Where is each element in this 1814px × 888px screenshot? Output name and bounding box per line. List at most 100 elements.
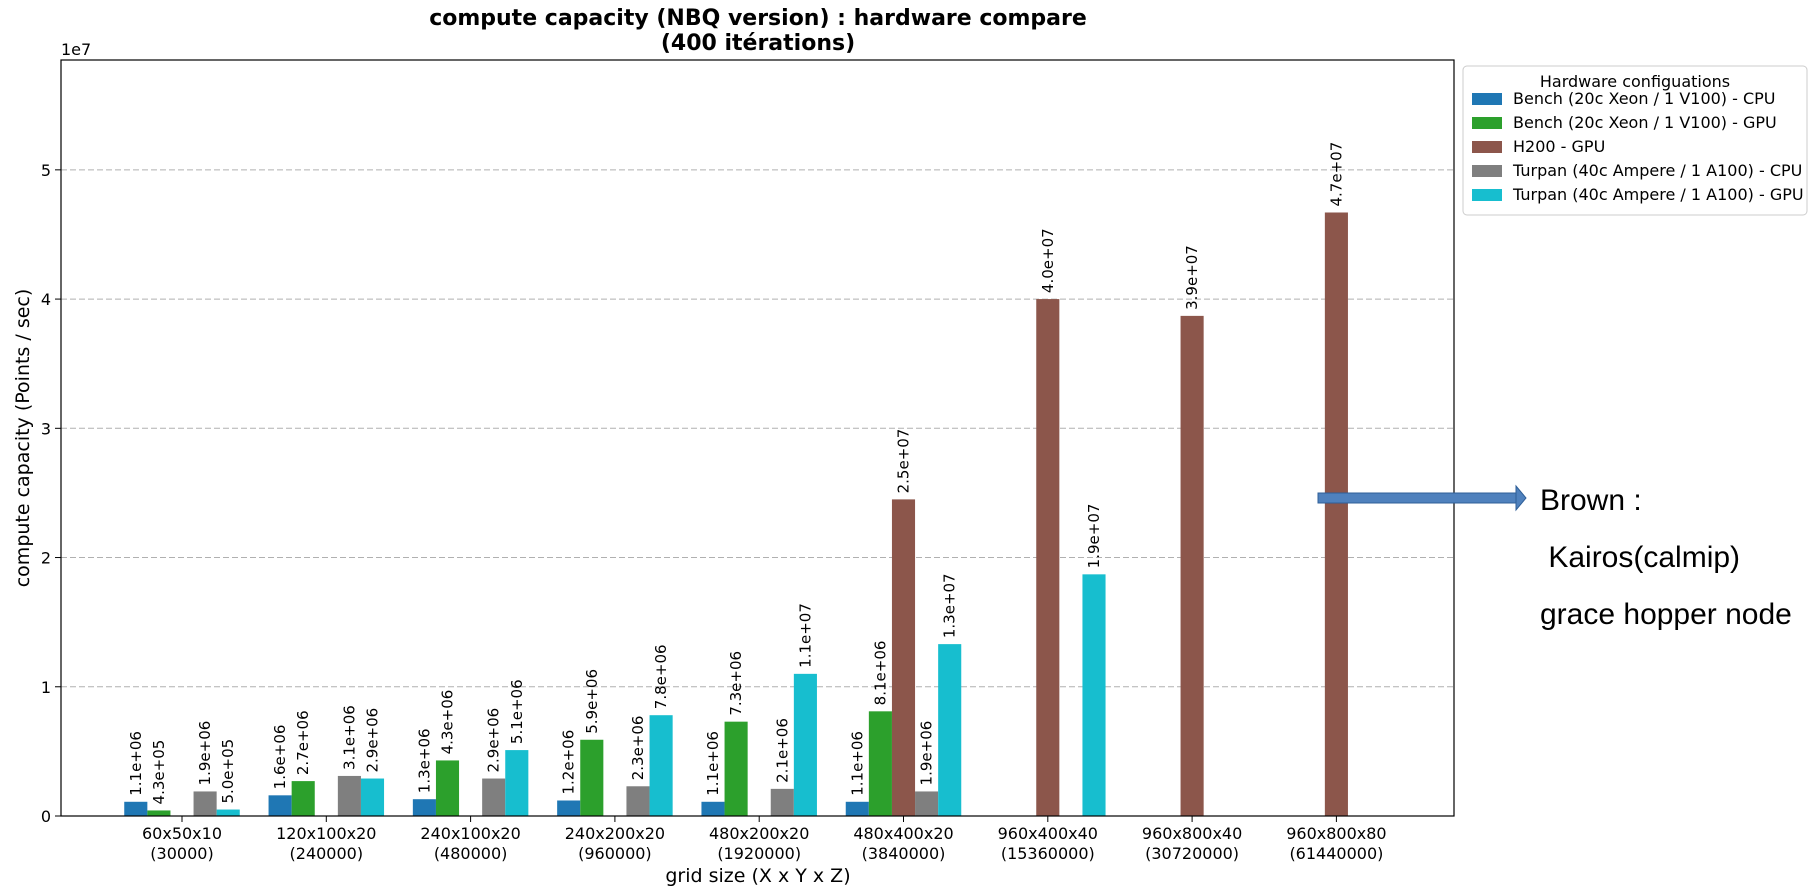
y-tick-label: 5	[41, 161, 51, 180]
arrow-shaft	[1317, 492, 1517, 504]
bar-label: 2.1e+06	[773, 718, 791, 783]
bar	[915, 791, 939, 816]
x-tick-label: 240x100x20	[420, 824, 520, 843]
legend-entry: H200 - GPU	[1513, 137, 1605, 156]
x-axis-label: grid size (X x Y x Z)	[665, 865, 850, 887]
bar	[216, 809, 240, 816]
legend-entry: Bench (20c Xeon / 1 V100) - CPU	[1513, 89, 1776, 108]
bar	[701, 801, 725, 816]
bar-label: 1.1e+06	[127, 731, 145, 796]
x-tick-sublabel: (960000)	[578, 844, 652, 863]
bar	[147, 810, 171, 816]
bar-label: 8.1e+06	[871, 641, 889, 706]
annotation-line-1: Brown :	[1540, 484, 1642, 517]
bar	[482, 778, 506, 816]
x-tick-label: 480x200x20	[709, 824, 809, 843]
bar	[649, 715, 673, 816]
bar	[337, 775, 361, 816]
x-tick-label: 120x100x20	[276, 824, 376, 843]
bar-label: 2.9e+06	[485, 708, 503, 773]
bar-labels: 1.1e+06 4.3e+05 1.9e+06 5.0e+05 1.6e+06 2.7e+…	[127, 142, 1346, 805]
bar-label: 5.9e+06	[583, 669, 601, 734]
chart-title: compute capacity (NBQ version) : hardwar…	[429, 6, 1087, 31]
bar-label: 1.2e+06	[560, 730, 578, 795]
x-tick-sublabel: (480000)	[434, 844, 508, 863]
bar	[360, 778, 385, 816]
bar-label: 7.3e+06	[727, 651, 745, 716]
bar	[868, 711, 892, 816]
bar-label: 4.7e+07	[1327, 142, 1345, 207]
plot-frame	[60, 59, 1455, 817]
x-tick-sublabel: (61440000)	[1289, 844, 1383, 863]
x-tick-sublabel: (30000)	[150, 844, 213, 863]
legend-frame	[1462, 65, 1808, 216]
bar-label: 5.0e+05	[219, 739, 237, 804]
y-tick-label: 1	[41, 678, 51, 697]
bar-label: 4.0e+07	[1039, 228, 1057, 293]
bar-label: 3.9e+07	[1183, 245, 1201, 310]
x-tick-sublabel: (240000)	[290, 844, 364, 863]
bar-label: 1.3e+07	[941, 573, 959, 638]
bar-label: 1.1e+07	[796, 603, 814, 668]
y-axis: 0 1 2 3 4 5	[41, 161, 61, 826]
y-tick-label: 2	[41, 549, 51, 568]
bar-label: 1.1e+06	[848, 731, 866, 796]
x-tick-sublabel: (15360000)	[1001, 844, 1095, 863]
x-tick-sublabel: (30720000)	[1145, 844, 1239, 863]
annotation-line-3: grace hopper node	[1540, 598, 1792, 631]
bar-label: 2.9e+06	[364, 708, 382, 773]
y-tick-label: 4	[41, 290, 51, 309]
y-offset-label: 1e7	[61, 40, 91, 59]
bar	[505, 750, 529, 816]
bar	[1180, 315, 1204, 816]
bar	[1036, 299, 1060, 817]
x-tick-label: 960x800x80	[1286, 824, 1386, 843]
chart-subtitle: (400 itérations)	[661, 31, 855, 56]
bar	[1082, 574, 1106, 816]
bar-label: 2.5e+07	[895, 429, 913, 494]
bar-label: 1.9e+06	[196, 721, 214, 786]
arrow-head	[1515, 484, 1527, 512]
bar	[557, 800, 581, 816]
x-axis: 60x50x10(30000) 120x100x20(240000) 240x100…	[142, 816, 1387, 863]
bar-label: 1.6e+06	[271, 725, 289, 790]
bar-label: 2.3e+06	[629, 716, 647, 781]
bar-label: 1.9e+06	[918, 721, 936, 786]
bar-label: 1.9e+07	[1085, 504, 1103, 569]
bar	[412, 799, 436, 816]
legend-entry: Bench (20c Xeon / 1 V100) - GPU	[1513, 113, 1777, 132]
bars	[124, 212, 1348, 817]
bar-label: 3.1e+06	[340, 705, 358, 770]
bar	[435, 760, 460, 816]
bar-label: 7.8e+06	[652, 644, 670, 709]
bar	[793, 673, 817, 816]
legend-swatch	[1472, 93, 1502, 105]
legend-swatch	[1472, 141, 1502, 153]
bar	[124, 801, 148, 816]
x-tick-label: 480x400x20	[853, 824, 953, 843]
bar-label: 2.7e+06	[294, 710, 312, 775]
bar	[268, 795, 292, 816]
bar	[891, 499, 916, 816]
bar	[724, 721, 748, 816]
x-tick-label: 960x400x40	[998, 824, 1098, 843]
legend-swatch	[1472, 117, 1502, 129]
bar-label: 5.1e+06	[508, 679, 526, 744]
x-tick-label: 60x50x10	[142, 824, 222, 843]
bar-label: 4.3e+05	[150, 740, 168, 805]
bar	[1324, 212, 1348, 816]
legend-swatch	[1472, 165, 1502, 177]
bar-label: 1.3e+06	[415, 728, 433, 793]
x-tick-sublabel: (3840000)	[862, 844, 946, 863]
bar	[626, 786, 650, 816]
bar-label: 1.1e+06	[704, 731, 722, 796]
x-tick-label: 240x200x20	[565, 824, 665, 843]
bar-label: 4.3e+06	[439, 690, 457, 755]
y-tick-label: 0	[41, 807, 51, 826]
bar	[845, 801, 869, 816]
legend-title: Hardware configuations	[1540, 72, 1730, 91]
bar	[770, 788, 794, 816]
bar	[193, 791, 217, 816]
x-tick-label: 960x800x40	[1142, 824, 1242, 843]
